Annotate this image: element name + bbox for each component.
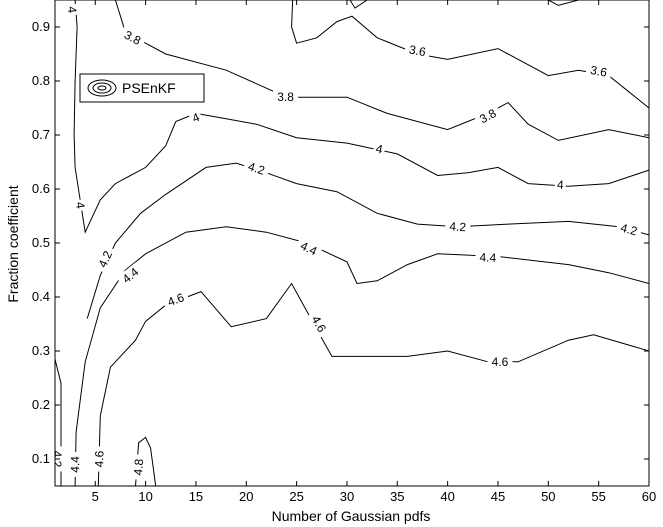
contour-label: 4.4 [475,250,501,266]
plot-frame [54,0,650,487]
x-tick-label: 45 [491,489,505,504]
contour-line-3-8 [114,0,649,141]
x-tick-label: 5 [92,489,99,504]
contour-label-text: 3.8 [277,90,294,104]
contour-label: 3.6 [585,62,613,81]
contour-label-bg [273,90,299,105]
contour-label: 4.6 [91,446,107,472]
contour-label-text: 4.2 [449,219,467,234]
contour-label: 4 [64,3,80,16]
x-tick-label: 60 [642,489,656,504]
contour-label-bg [487,354,513,369]
contour-label-bg [93,244,117,274]
x-tick-label: 35 [390,489,404,504]
contour-label-bg [294,236,323,261]
contour-label-text: 4.4 [298,239,319,259]
contour-label: 4 [72,198,88,212]
contour-label-text: 4.8 [131,458,146,476]
legend-box [79,73,205,103]
contour-label: 4.2 [242,158,271,179]
y-axis-title: Fraction coefficient [5,185,21,302]
contour-label-bg [188,109,204,127]
contour-label-bg [554,177,567,193]
legend-label: PSEnKF [122,80,176,96]
x-tick-label: 25 [289,489,303,504]
contour-label: 4.4 [294,236,323,261]
contour-label: 4 [188,109,204,127]
x-tick-label: 55 [591,489,605,504]
contour-label: 4.6 [487,354,513,369]
contour-label-text: 4.2 [246,159,266,178]
x-axis-title: Number of Gaussian pdfs [272,508,431,524]
contour-label-bg [372,141,387,157]
y-tick-label: 0.7 [32,127,50,142]
x-tick-label: 15 [189,489,203,504]
contour-label-text: 4.6 [92,450,106,467]
contour-label-text: 4.2 [95,248,115,269]
y-tick-label: 0.8 [32,73,50,88]
contour-label-bg [91,446,107,472]
contour-label-text: 4 [73,201,88,210]
contour-label-bg [116,262,145,289]
contour-label-bg [161,288,190,311]
y-tick-label: 0.9 [32,19,50,34]
contour-label-bg [64,3,80,16]
x-tick-label: 20 [239,489,253,504]
y-tick-label: 0.1 [32,451,50,466]
contour-label-bg [403,41,431,60]
x-tick-label: 10 [138,489,152,504]
contour-label: 3.8 [273,90,299,105]
contour-label: 3.6 [403,41,431,60]
contour-label-text: 4 [557,177,565,191]
contour-label-text: 4 [65,6,79,14]
contour-line-3-6 [349,0,368,9]
contour-label-bg [585,62,613,81]
contour-label-bg [242,158,271,179]
contour-label: 4.2 [93,244,117,274]
x-tick-label: 40 [440,489,454,504]
contour-label: 4.4 [67,451,83,478]
contour-label-bg [118,25,147,50]
contour-label: 4.8 [130,454,147,481]
y-tick-label: 0.4 [32,289,50,304]
contour-label-text: 4.4 [68,456,82,473]
contour-legend-icon [87,79,117,97]
contour-label-bg [130,454,147,481]
contour-label: 4.6 [161,288,190,311]
contour-label-text: 4.4 [479,250,497,265]
contour-label-bg [444,218,471,235]
contour-label: 4 [372,141,387,157]
contour-line-4-6 [97,282,649,486]
contour-label-bg [72,198,88,212]
contour-label-bg [306,309,332,339]
contour-line-4 [73,0,649,234]
contour-label: 4.2 [444,218,471,235]
contour-label-bg [475,250,501,266]
contour-label-text: 3.6 [408,42,427,59]
contour-label-bg [615,219,643,240]
y-tick-label: 0.5 [32,235,50,250]
contour-label-text: 3.6 [589,63,608,80]
y-tick-label: 0.2 [32,397,50,412]
contour-label-bg [67,451,83,478]
contour-label-text: 4.6 [166,290,187,309]
y-tick-label: 0.3 [32,343,50,358]
contour-line-3-6 [548,0,579,6]
contour-label-text: 4 [374,141,384,156]
contour-label: 4.2 [615,219,643,240]
legend: PSEnKF [79,73,205,103]
y-tick-label: 0.6 [32,181,50,196]
x-tick-label: 30 [340,489,354,504]
contour-label-bg [473,104,503,129]
contour-label-text: 4.2 [619,221,639,239]
tick-marks: 5 10 15 20 25 30 35 40 45 50 55 60 0.1 0.2 0.3 0.4 0.5 0.… [32,0,656,504]
x-tick-label: 50 [541,489,555,504]
contour-label-text: 4 [190,110,202,126]
contour-line-4-2 [86,162,649,319]
contour-label: 4 [554,177,567,193]
contour-label-text: 4.6 [492,355,509,369]
